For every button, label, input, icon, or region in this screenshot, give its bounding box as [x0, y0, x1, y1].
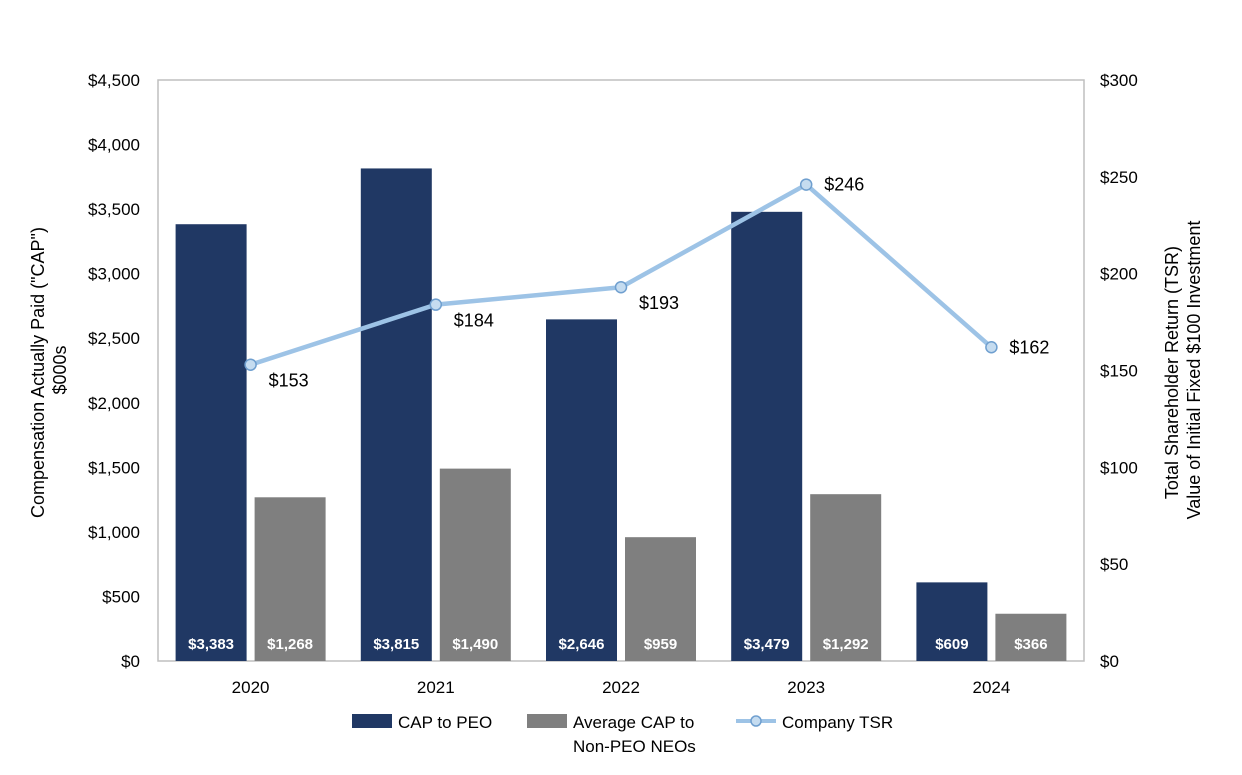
bar-label-cap-to-peo-2022: $2,646: [559, 636, 605, 653]
bar-label-cap-to-peo-2021: $3,815: [373, 636, 419, 653]
bar-label-average-cap-to-non-peo-neos-2023: $1,292: [823, 636, 869, 653]
x-tick-2024: 2024: [972, 678, 1010, 697]
x-tick-2020: 2020: [232, 678, 270, 697]
left-tick-4500: $4,500: [88, 71, 140, 90]
x-tick-2022: 2022: [602, 678, 640, 697]
x-tick-2021: 2021: [417, 678, 455, 697]
legend-label-cap-to-peo: CAP to PEO: [398, 713, 492, 732]
left-tick-4000: $4,000: [88, 136, 140, 155]
right-axis-ticks: $0 $50 $100 $150 $200 $250 $300: [1100, 71, 1138, 671]
right-tick-150: $150: [1100, 362, 1138, 381]
left-axis-ticks: $0 $500 $1,000 $1,500 $2,000 $2,500 $3,000 $3,5…: [88, 71, 140, 671]
legend-swatch-company-tsr-marker: [750, 715, 762, 727]
bar-average-cap-to-non-peo-neos-2020: [254, 497, 326, 661]
bar-average-cap-to-non-peo-neos-2022: [625, 537, 696, 661]
point-company-tsr-2023: [799, 178, 813, 191]
right-tick-0: $0: [1100, 652, 1119, 671]
x-axis-ticks: 2020 2021 2022 2023 2024: [232, 678, 1011, 697]
bar-cap-to-peo-2023: [731, 211, 803, 661]
legend: CAP to PEO Average CAP to Non-PEO NEOs C…: [352, 713, 893, 756]
bar-cap-to-peo-2021: [360, 168, 432, 662]
bar-label-average-cap-to-non-peo-neos-2022: $959: [644, 636, 677, 653]
tsr-label-2024: $162: [1009, 337, 1049, 357]
bar-cap-to-peo-2022: [546, 319, 617, 661]
point-company-tsr-2020: [244, 358, 257, 371]
left-axis-title-line-2: $000s: [50, 345, 70, 394]
right-tick-300: $300: [1100, 71, 1138, 90]
bar-average-cap-to-non-peo-neos-2024: [995, 613, 1067, 661]
bar-label-cap-to-peo-2024: $609: [935, 636, 968, 653]
bars-group: [175, 168, 1067, 662]
legend-label-average-cap-line-2: Non-PEO NEOs: [573, 737, 696, 756]
point-company-tsr-2024: [985, 341, 998, 354]
left-axis-title: Compensation Actually Paid ("CAP") $000s: [28, 222, 70, 518]
x-tick-2023: 2023: [787, 678, 825, 697]
bar-label-cap-to-peo-2023: $3,479: [744, 636, 790, 653]
left-tick-3000: $3,000: [88, 265, 140, 284]
point-company-tsr-2022: [614, 280, 628, 294]
point-company-tsr-2021: [429, 298, 443, 311]
left-tick-500: $500: [102, 587, 140, 606]
tsr-label-2022: $193: [639, 293, 679, 313]
legend-label-company-tsr: Company TSR: [782, 713, 893, 732]
plot-area-border: [157, 79, 1085, 662]
left-tick-1000: $1,000: [88, 523, 140, 542]
left-axis-title-line-1: Compensation Actually Paid ("CAP"): [28, 227, 48, 518]
right-tick-100: $100: [1100, 458, 1138, 477]
legend-swatch-cap-to-peo: [352, 714, 392, 728]
legend-swatch-average-cap: [527, 714, 567, 728]
bar-label-average-cap-to-non-peo-neos-2021: $1,490: [452, 636, 498, 653]
left-tick-3500: $3,500: [88, 200, 140, 219]
right-tick-50: $50: [1100, 555, 1128, 574]
tsr-label-2023: $246: [824, 175, 864, 195]
left-tick-0: $0: [121, 652, 140, 671]
bar-cap-to-peo-2020: [175, 224, 247, 662]
bar-label-average-cap-to-non-peo-neos-2024: $366: [1014, 636, 1047, 653]
right-axis-title-line-1: Total Shareholder Return (TSR): [1162, 246, 1182, 499]
bar-label-cap-to-peo-2020: $3,383: [188, 636, 234, 653]
right-tick-200: $200: [1100, 265, 1138, 284]
right-tick-250: $250: [1100, 168, 1138, 187]
bar-average-cap-to-non-peo-neos-2023: [810, 494, 882, 661]
left-tick-2000: $2,000: [88, 394, 140, 413]
left-tick-1500: $1,500: [88, 458, 140, 477]
bar-labels-group: $3,383 $1,268 $3,815 $1,490 $2,646 $959 $3,479…: [188, 636, 1047, 653]
bar-average-cap-to-non-peo-neos-2021: [439, 468, 511, 661]
tsr-label-2020: $153: [269, 371, 309, 391]
bar-label-average-cap-to-non-peo-neos-2020: $1,268: [267, 636, 313, 653]
right-axis-title-line-2: Value of Initial Fixed $100 Investment: [1184, 221, 1204, 520]
tsr-label-2021: $184: [454, 311, 494, 331]
bar-cap-to-peo-2024: [916, 582, 988, 661]
right-axis-title: Total Shareholder Return (TSR) Value of …: [1162, 221, 1204, 520]
tsr-line-group: $153 $184 $193 $246 $162: [244, 175, 1049, 391]
legend-label-average-cap-line-1: Average CAP to: [573, 713, 694, 732]
left-tick-2500: $2,500: [88, 329, 140, 348]
